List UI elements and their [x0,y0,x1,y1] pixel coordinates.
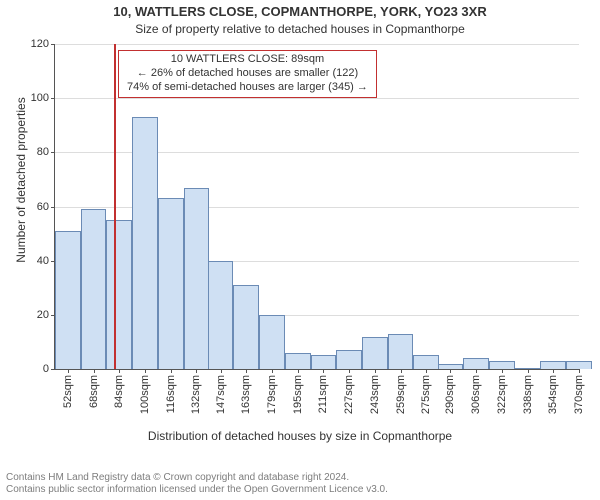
histogram-bar [184,188,210,369]
x-tick-mark [323,369,324,373]
x-tick-label: 354sqm [547,375,559,414]
chart-title: 10, WATTLERS CLOSE, COPMANTHORPE, YORK, … [0,4,600,19]
x-tick-mark [502,369,503,373]
x-tick-label: 259sqm [395,375,407,414]
histogram-bar [158,198,184,369]
histogram-bar [132,117,158,369]
x-tick-mark [450,369,451,373]
y-tick-label: 100 [19,92,49,104]
histogram-bar [259,315,285,369]
y-tick-label: 120 [19,38,49,50]
x-tick-label: 179sqm [266,375,278,414]
histogram-bar [336,350,362,369]
histogram-bar [413,355,439,369]
chart-subtitle: Size of property relative to detached ho… [0,22,600,36]
grid-line [55,44,579,45]
histogram-bar [463,358,489,369]
x-tick-mark [272,369,273,373]
x-tick-label: 195sqm [292,375,304,414]
histogram-bar [55,231,81,369]
histogram-bar [311,355,337,369]
annotation-line-2: ← 26% of detached houses are smaller (12… [127,67,368,81]
annotation-line-1: 10 WATTLERS CLOSE: 89sqm [127,53,368,67]
x-tick-label: 370sqm [573,375,585,414]
x-tick-label: 132sqm [190,375,202,414]
y-tick-mark [51,207,55,208]
chart-container: 10, WATTLERS CLOSE, COPMANTHORPE, YORK, … [0,0,600,500]
x-tick-label: 68sqm [88,375,100,408]
x-tick-mark [221,369,222,373]
x-tick-label: 322sqm [496,375,508,414]
x-tick-mark [476,369,477,373]
histogram-bar [489,361,515,369]
x-tick-label: 84sqm [113,375,125,408]
x-tick-mark [246,369,247,373]
x-tick-label: 338sqm [522,375,534,414]
histogram-bar [362,337,388,370]
x-tick-mark [528,369,529,373]
x-tick-label: 227sqm [343,375,355,414]
x-tick-label: 147sqm [215,375,227,414]
footer-line-1: Contains HM Land Registry data © Crown c… [6,472,388,484]
grid-line [55,98,579,99]
footer-line-2: Contains public sector information licen… [6,484,388,496]
x-tick-mark [119,369,120,373]
y-axis-label: Number of detached properties [14,40,28,320]
x-tick-label: 100sqm [139,375,151,414]
histogram-bar [233,285,259,369]
x-tick-label: 290sqm [444,375,456,414]
histogram-bar [285,353,311,369]
x-tick-label: 116sqm [165,375,177,413]
x-tick-mark [349,369,350,373]
y-tick-mark [51,98,55,99]
y-tick-label: 0 [19,363,49,375]
x-tick-label: 306sqm [470,375,482,414]
y-tick-label: 80 [19,146,49,158]
histogram-bar [81,209,107,369]
footer-attribution: Contains HM Land Registry data © Crown c… [6,472,388,496]
histogram-bar [540,361,566,369]
x-tick-label: 163sqm [240,375,252,414]
histogram-bar [388,334,414,369]
plot-area: 02040608010012052sqm68sqm84sqm100sqm116s… [54,44,579,370]
x-tick-mark [94,369,95,373]
y-tick-label: 40 [19,255,49,267]
x-tick-label: 211sqm [317,375,329,413]
x-axis-label: Distribution of detached houses by size … [0,429,600,443]
x-tick-mark [426,369,427,373]
x-tick-label: 275sqm [420,375,432,414]
x-tick-mark [579,369,580,373]
x-tick-mark [298,369,299,373]
annotation-line-3: 74% of semi-detached houses are larger (… [127,81,368,95]
histogram-bar [208,261,234,369]
y-tick-mark [51,152,55,153]
annotation-box: 10 WATTLERS CLOSE: 89sqm ← 26% of detach… [118,50,377,98]
reference-line [114,44,116,369]
y-tick-mark [51,44,55,45]
y-tick-mark [51,369,55,370]
y-tick-label: 60 [19,201,49,213]
x-tick-mark [196,369,197,373]
x-tick-mark [171,369,172,373]
x-tick-label: 243sqm [369,375,381,414]
x-tick-mark [145,369,146,373]
y-tick-label: 20 [19,309,49,321]
x-tick-mark [401,369,402,373]
x-tick-mark [375,369,376,373]
histogram-bar [566,361,592,369]
x-tick-label: 52sqm [62,375,74,408]
histogram-bar [106,220,132,369]
x-tick-mark [553,369,554,373]
x-tick-mark [68,369,69,373]
